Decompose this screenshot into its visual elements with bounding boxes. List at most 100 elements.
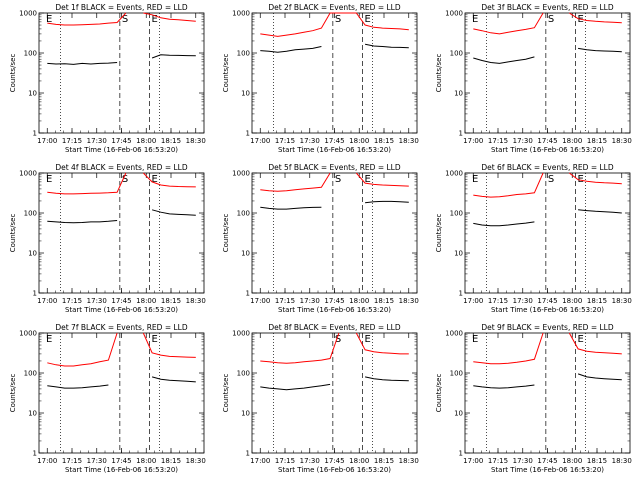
y-tick-label: 100 bbox=[24, 210, 37, 218]
y-tick-label: 100 bbox=[237, 50, 250, 58]
series-lld-line bbox=[473, 12, 622, 35]
series-lld-line bbox=[47, 12, 196, 26]
y-tick-label: 1 bbox=[459, 130, 463, 138]
y-tick-label: 1000 bbox=[445, 170, 463, 178]
y-tick-label: 1000 bbox=[232, 10, 250, 18]
y-tick-label: 100 bbox=[24, 370, 37, 378]
x-axis-label: Start Time (16-Feb-06 16:53:20) bbox=[278, 466, 391, 474]
x-tick-label: 17:30 bbox=[513, 297, 533, 305]
x-tick-label: 18:15 bbox=[374, 297, 394, 305]
event-marker-label: S bbox=[335, 174, 341, 185]
x-tick-label: 17:45 bbox=[111, 457, 131, 465]
x-tick-label: 18:15 bbox=[374, 137, 394, 145]
x-tick-label: 17:30 bbox=[87, 137, 107, 145]
event-marker-label: E bbox=[365, 174, 371, 185]
panel-title: Det 7f BLACK = Events, RED = LLD bbox=[55, 323, 188, 332]
event-marker-label: E bbox=[578, 334, 584, 345]
x-tick-label: 18:00 bbox=[349, 137, 369, 145]
x-tick-label: 17:30 bbox=[513, 457, 533, 465]
series-lld-line bbox=[473, 332, 622, 365]
event-marker-label: E bbox=[365, 334, 371, 345]
event-marker-label: E bbox=[46, 334, 52, 345]
panel-title: Det 3f BLACK = Events, RED = LLD bbox=[481, 3, 614, 12]
event-marker-label: E bbox=[152, 334, 158, 345]
x-tick-label: 18:30 bbox=[612, 297, 632, 305]
y-tick-label: 1000 bbox=[232, 330, 250, 338]
event-marker-label: S bbox=[122, 174, 128, 185]
x-tick-label: 17:30 bbox=[300, 457, 320, 465]
x-tick-label: 17:30 bbox=[87, 457, 107, 465]
event-marker-label: E bbox=[472, 14, 478, 25]
panel-det-4: Det 4f BLACK = Events, RED = LLD 1 10 100 10… bbox=[9, 163, 206, 314]
panel-det-3: Det 3f BLACK = Events, RED = LLD 1 10 100 10… bbox=[435, 3, 632, 154]
event-marker-label: E bbox=[46, 14, 52, 25]
event-marker-label: E bbox=[472, 174, 478, 185]
x-tick-label: 18:30 bbox=[399, 457, 419, 465]
panel-det-2: Det 2f BLACK = Events, RED = LLD 1 10 100 10… bbox=[222, 3, 419, 154]
x-tick-label: 17:00 bbox=[37, 297, 57, 305]
panel-det-1: Det 1f BLACK = Events, RED = LLD 1 10 100 10… bbox=[9, 3, 206, 154]
x-tick-label: 17:15 bbox=[275, 457, 295, 465]
y-axis-label: Counts/sec bbox=[435, 54, 443, 93]
event-marker-label: S bbox=[335, 334, 341, 345]
y-tick-label: 1000 bbox=[19, 170, 37, 178]
x-axis-label: Start Time (16-Feb-06 16:53:20) bbox=[491, 466, 604, 474]
y-tick-label: 10 bbox=[454, 250, 463, 258]
x-tick-label: 18:30 bbox=[186, 457, 206, 465]
x-tick-label: 17:00 bbox=[250, 137, 270, 145]
series-events-line bbox=[260, 200, 409, 210]
panel-det-9: Det 9f BLACK = Events, RED = LLD 1 10 100 10… bbox=[435, 323, 632, 474]
y-tick-label: 1000 bbox=[19, 10, 37, 18]
y-tick-label: 1 bbox=[33, 450, 37, 458]
panel-title: Det 8f BLACK = Events, RED = LLD bbox=[268, 323, 401, 332]
x-tick-label: 17:30 bbox=[87, 297, 107, 305]
x-tick-label: 18:00 bbox=[136, 297, 156, 305]
y-axis-label: Counts/sec bbox=[9, 54, 17, 93]
x-tick-label: 17:00 bbox=[37, 137, 57, 145]
x-tick-label: 17:45 bbox=[537, 457, 557, 465]
y-tick-label: 1 bbox=[246, 450, 250, 458]
x-axis-label: Start Time (16-Feb-06 16:53:20) bbox=[491, 306, 604, 314]
y-axis-label: Counts/sec bbox=[9, 214, 17, 253]
event-marker-label: E bbox=[472, 334, 478, 345]
x-tick-label: 17:15 bbox=[62, 457, 82, 465]
x-tick-label: 17:45 bbox=[111, 137, 131, 145]
y-axis-label: Counts/sec bbox=[435, 374, 443, 413]
panel-title: Det 5f BLACK = Events, RED = LLD bbox=[268, 163, 401, 172]
event-marker-label: S bbox=[122, 14, 128, 25]
y-tick-label: 10 bbox=[454, 410, 463, 418]
series-lld-line bbox=[260, 332, 409, 364]
y-axis-label: Counts/sec bbox=[222, 374, 230, 413]
event-marker-label: S bbox=[548, 14, 554, 25]
y-tick-label: 10 bbox=[28, 90, 37, 98]
y-tick-label: 1 bbox=[459, 450, 463, 458]
series-events-line bbox=[47, 209, 196, 224]
event-marker-label: E bbox=[152, 14, 158, 25]
y-tick-label: 10 bbox=[28, 410, 37, 418]
panel-title: Det 6f BLACK = Events, RED = LLD bbox=[481, 163, 614, 172]
y-tick-label: 100 bbox=[237, 210, 250, 218]
x-tick-label: 18:00 bbox=[136, 457, 156, 465]
series-events-line bbox=[47, 54, 196, 65]
y-tick-label: 1 bbox=[33, 290, 37, 298]
x-tick-label: 17:00 bbox=[37, 457, 57, 465]
y-tick-label: 10 bbox=[241, 90, 250, 98]
x-tick-label: 17:00 bbox=[250, 297, 270, 305]
x-tick-label: 18:15 bbox=[587, 297, 607, 305]
y-tick-label: 1000 bbox=[445, 330, 463, 338]
y-tick-label: 10 bbox=[28, 250, 37, 258]
series-events-line bbox=[260, 43, 409, 53]
x-tick-label: 18:30 bbox=[399, 297, 419, 305]
x-tick-label: 17:15 bbox=[488, 137, 508, 145]
x-tick-label: 18:30 bbox=[612, 457, 632, 465]
panel-det-5: Det 5f BLACK = Events, RED = LLD 1 10 100 10… bbox=[222, 163, 419, 314]
y-tick-label: 100 bbox=[450, 50, 463, 58]
series-lld-line bbox=[47, 172, 196, 195]
y-tick-label: 1 bbox=[33, 130, 37, 138]
x-tick-label: 17:15 bbox=[62, 297, 82, 305]
y-tick-label: 100 bbox=[237, 370, 250, 378]
x-tick-label: 18:30 bbox=[186, 297, 206, 305]
y-tick-label: 1 bbox=[246, 290, 250, 298]
y-tick-label: 1000 bbox=[445, 10, 463, 18]
